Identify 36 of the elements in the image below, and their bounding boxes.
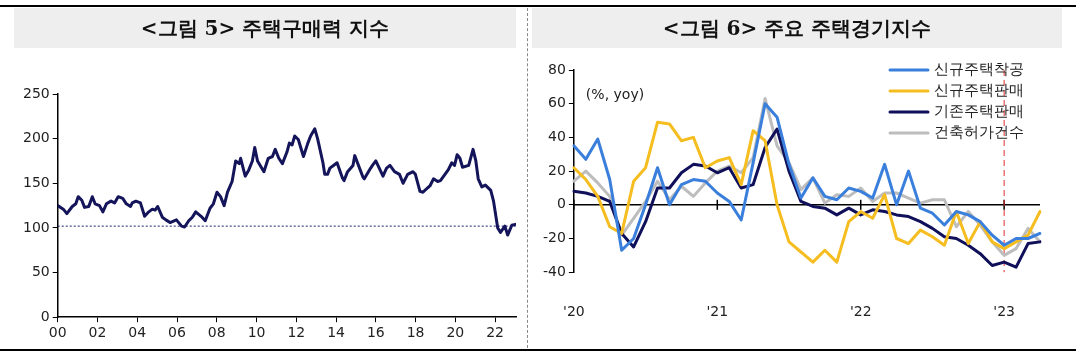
y-tick-label: 0 <box>556 195 566 212</box>
y-tick-label: -20 <box>542 229 566 246</box>
x-tick-label: '22 <box>849 303 872 320</box>
y-tick-label: 50 <box>31 263 50 280</box>
y-tick-label: 20 <box>548 161 566 178</box>
x-tick-label: 00 <box>48 324 67 341</box>
chart-title: <그림 6> 주요 주택경기지수 <box>532 8 1062 48</box>
y-tick-label: 0 <box>40 307 50 324</box>
x-tick-label: 18 <box>406 324 425 341</box>
x-tick-label: 04 <box>128 324 147 341</box>
legend-label: 기존주택판매 <box>934 101 1024 120</box>
y-tick-label: 60 <box>548 94 566 111</box>
x-tick-label: 20 <box>446 324 465 341</box>
x-tick-label: '21 <box>706 303 729 320</box>
y-tick-label: 100 <box>22 218 50 235</box>
legend-label: 신규주택판매 <box>934 80 1024 99</box>
annotation: (%, yoy) <box>585 85 645 102</box>
x-tick-label: 16 <box>366 324 385 341</box>
y-tick-label: 40 <box>548 128 566 145</box>
y-tick-label: 200 <box>22 129 50 146</box>
x-tick-label: '23 <box>993 303 1015 320</box>
y-tick-label: -40 <box>542 262 566 279</box>
x-tick-label: 02 <box>88 324 107 341</box>
x-tick-label: '20 <box>563 303 585 320</box>
x-tick-label: 08 <box>207 324 226 341</box>
x-tick-label: 12 <box>287 324 306 341</box>
y-tick-label: 80 <box>548 60 566 77</box>
x-tick-label: 10 <box>247 324 266 341</box>
x-tick-label: 06 <box>168 324 187 341</box>
chart-title: <그림 5> 주택구매력 지수 <box>14 8 516 48</box>
x-tick-label: 22 <box>486 324 505 341</box>
legend-label: 건축허가건수 <box>934 122 1024 141</box>
legend-label: 신규주택착공 <box>934 59 1024 78</box>
y-tick-label: 250 <box>22 84 50 101</box>
y-tick-label: 150 <box>22 173 50 190</box>
x-tick-label: 14 <box>327 324 346 341</box>
